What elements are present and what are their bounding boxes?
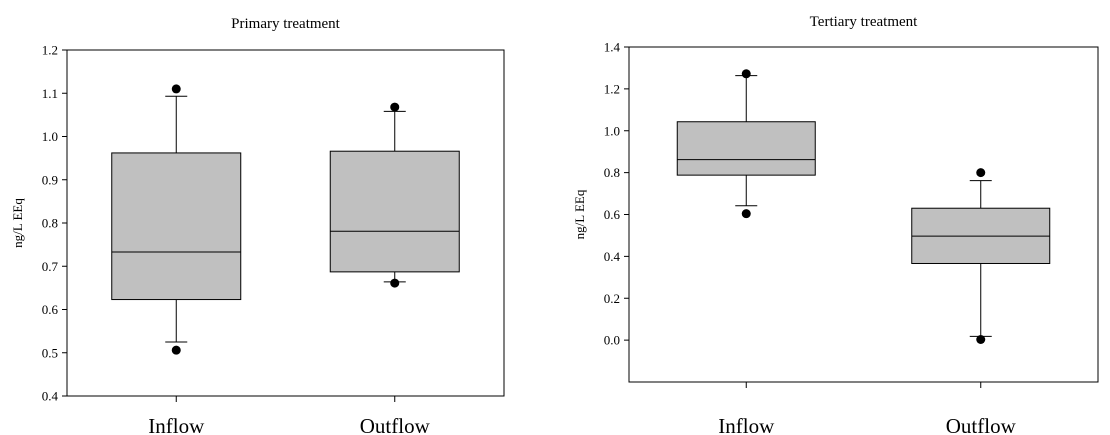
chart-panel-2: Tertiary treatment 0.0 0.2 0.4 0.6 0.8 1.0 1.2 1… — [572, 14, 1099, 435]
x-category-label: Inflow — [718, 414, 775, 435]
box-inflow — [111, 84, 242, 355]
outlier-point — [390, 102, 400, 112]
box-outflow — [911, 168, 1051, 344]
outlier-point — [171, 84, 181, 94]
y-axis-label: ng/L EEq — [572, 189, 587, 239]
outlier-point — [171, 345, 181, 355]
chart-panel-1: Primary treatment 0.4 0.5 0.6 0.7 0.8 0.9 1.0 1.… — [10, 16, 505, 435]
outlier-point — [976, 168, 986, 178]
y-tick-label: 1.4 — [604, 40, 621, 55]
y-tick-label: 0.5 — [42, 345, 58, 360]
outlier-point — [741, 209, 751, 219]
box-outflow — [329, 102, 460, 288]
y-tick-label: 0.7 — [42, 259, 59, 274]
box-iqr — [676, 121, 816, 176]
outlier-point — [976, 334, 986, 344]
y-tick-label: 0.6 — [42, 302, 59, 317]
y-tick-label: 0.9 — [42, 172, 58, 187]
y-tick-label: 1.2 — [604, 81, 620, 96]
y-tick-label: 1.1 — [42, 86, 58, 101]
y-axis-label: ng/L EEq — [10, 198, 25, 248]
outlier-point — [390, 278, 400, 288]
y-tick-label: 0.8 — [604, 165, 620, 180]
y-tick-label: 0.6 — [604, 207, 621, 222]
box-iqr — [111, 152, 242, 301]
y-tick-label: 0.4 — [604, 249, 621, 264]
outlier-point — [741, 69, 751, 79]
box-inflow — [676, 69, 816, 219]
y-tick-label: 0.8 — [42, 216, 58, 231]
y-tick-label: 0.0 — [604, 333, 620, 348]
x-category-label: Outflow — [360, 414, 431, 435]
x-category-label: Outflow — [946, 414, 1017, 435]
y-tick-label: 1.2 — [42, 43, 58, 58]
y-tick-label: 1.0 — [604, 123, 620, 138]
y-tick-label: 0.2 — [604, 291, 620, 306]
y-tick-label: 1.0 — [42, 129, 58, 144]
chart-title: Primary treatment — [231, 16, 341, 32]
x-category-label: Inflow — [148, 414, 205, 435]
box-iqr — [329, 150, 460, 273]
y-tick-label: 0.4 — [42, 389, 59, 404]
chart-title: Tertiary treatment — [810, 14, 918, 30]
